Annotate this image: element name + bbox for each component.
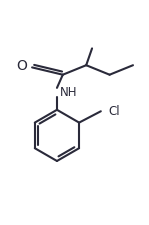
Text: Cl: Cl	[108, 105, 120, 117]
Text: NH: NH	[60, 86, 77, 99]
Text: O: O	[16, 59, 27, 73]
